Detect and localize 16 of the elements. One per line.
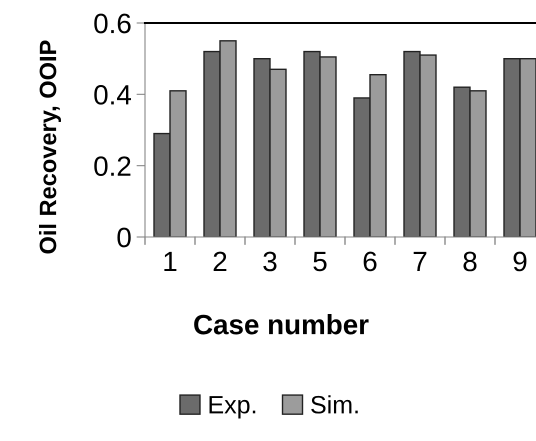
- x-tick-label: 2: [214, 252, 226, 272]
- x-tick-label: 6: [364, 252, 377, 272]
- y-tick-label: 0: [117, 228, 131, 248]
- x-tick-label: 7: [414, 252, 426, 272]
- legend-label: Exp.: [210, 396, 256, 418]
- y-tick-label: 0.2: [94, 156, 130, 176]
- x-tick-label: 9: [514, 252, 526, 272]
- x-tick-label: 1: [164, 252, 176, 272]
- y-tick-label: 0.6: [94, 14, 131, 34]
- y-tick-label: 0.4: [94, 85, 131, 105]
- x-axis-title: Case number: [194, 314, 369, 334]
- y-axis-title: Oil Recovery, OOIP: [38, 40, 61, 254]
- x-tick-label: 8: [463, 252, 477, 272]
- x-tick-label: 3: [263, 252, 277, 272]
- legend-label: Sim.: [311, 395, 358, 414]
- x-tick-label: 5: [313, 252, 327, 272]
